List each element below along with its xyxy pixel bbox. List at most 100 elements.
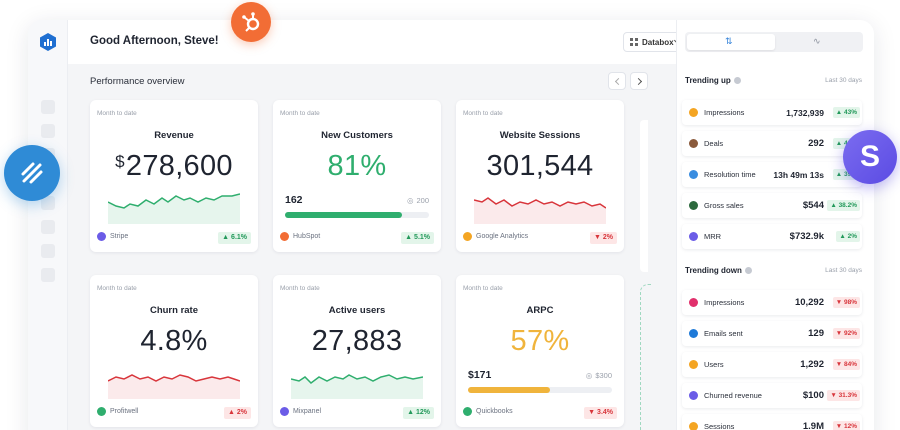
metric-value: $544	[802, 200, 824, 211]
change-badge: ▼ 98%	[832, 297, 860, 308]
progress-current: $171	[468, 369, 492, 381]
card-source: Profitwell	[97, 407, 138, 416]
card-subtitle: Month to date	[280, 110, 320, 117]
metric-value: $100	[802, 390, 824, 401]
trend-row[interactable]: Impressions 10,292 ▼ 98%	[682, 290, 862, 315]
metric-name: Impressions	[704, 108, 745, 117]
trending-up-title: Trending up	[685, 76, 741, 85]
stripe-logo-icon: S	[843, 130, 897, 184]
card-revenue[interactable]: Month to date Revenue $278,600 Stripe ▲ …	[90, 100, 258, 252]
trend-row[interactable]: Gross sales $544 ▲ 38.2%	[682, 193, 862, 218]
card-arpc[interactable]: Month to date ARPC 57% $171 ◎ $300 Quickb…	[456, 275, 624, 427]
stripe-icon	[97, 232, 106, 241]
revenue-sparkline	[108, 193, 240, 224]
goal-progress: $171 ◎ $300	[468, 369, 612, 393]
card-active-users[interactable]: Month to date Active users 27,883 Mixpan…	[273, 275, 441, 427]
chevron-right-icon	[634, 77, 642, 85]
metric-value: 1.9M	[802, 421, 824, 430]
databox-logo-icon[interactable]	[38, 32, 58, 52]
next-card-edge	[640, 120, 648, 272]
source-icon	[689, 139, 698, 148]
card-footer: HubSpot ▲ 5.1%	[280, 232, 434, 244]
trending-down-title: Trending down	[685, 266, 752, 275]
toggle-trends-tab[interactable]	[687, 34, 775, 50]
card-website-sessions[interactable]: Month to date Website Sessions 301,544 G…	[456, 100, 624, 252]
hubspot-icon	[280, 232, 289, 241]
metric-name: Users	[704, 360, 724, 369]
card-new-customers[interactable]: Month to date New Customers 81% 162 ◎ 200…	[273, 100, 441, 252]
rail-nav-item[interactable]	[41, 220, 55, 234]
trend-row[interactable]: MRR $732.9k ▲ 2%	[682, 224, 862, 249]
trend-row[interactable]: Churned revenue $100 ▼ 31.3%	[682, 383, 862, 408]
trend-row[interactable]: Resolution time 13h 49m 13s ▲ 39%	[682, 162, 862, 187]
mixpanel-icon	[280, 407, 289, 416]
change-badge: ▼ 3.4%	[584, 407, 617, 419]
profitwell-stripes-icon	[21, 162, 43, 184]
source-icon	[689, 391, 698, 400]
quickbooks-icon	[463, 407, 472, 416]
rail-nav-item[interactable]	[41, 196, 55, 210]
prev-button[interactable]	[608, 72, 626, 90]
card-title: Active users	[328, 305, 386, 316]
trend-row[interactable]: Users 1,292 ▼ 84%	[682, 352, 862, 377]
source-icon	[689, 329, 698, 338]
activity-icon[interactable]: ∿	[813, 36, 821, 46]
progress-fill	[468, 387, 551, 393]
trend-row[interactable]: Emails sent 129 ▼ 92%	[682, 321, 862, 346]
change-badge: ▲ 6.1%	[218, 232, 251, 244]
metric-name: Churned revenue	[704, 391, 762, 400]
trends-panel: ⇅ ∿ Trending up Last 30 days Impressions…	[676, 20, 874, 430]
info-icon[interactable]	[733, 77, 741, 84]
change-badge: ▲ 39%	[832, 169, 860, 180]
info-icon[interactable]	[744, 267, 752, 274]
left-rail	[28, 20, 68, 430]
card-footer: Mixpanel ▲ 12%	[280, 407, 434, 419]
metric-value: 1,292	[800, 359, 824, 370]
change-badge: ▲ 5.1%	[401, 232, 434, 244]
metric-name: Emails sent	[704, 329, 743, 338]
databox-select-label: Databox	[642, 37, 674, 47]
add-card-placeholder[interactable]	[640, 284, 652, 430]
source-icon	[689, 422, 698, 430]
trend-row[interactable]: Sessions 1.9M ▼ 12%	[682, 414, 862, 430]
card-footer: Profitwell ▲ 2%	[97, 407, 251, 419]
trending-up-period: Last 30 days	[825, 77, 862, 84]
source-label: Profitwell	[110, 408, 139, 415]
hubspot-sprocket-icon	[242, 12, 260, 32]
rail-nav-item[interactable]	[41, 244, 55, 258]
rail-nav-item[interactable]	[41, 268, 55, 282]
source-icon	[689, 108, 698, 117]
header: Good Afternoon, Steve! Databox	[68, 20, 687, 64]
card-value: 81%	[327, 150, 387, 182]
card-value: 301,544	[486, 150, 594, 182]
hubspot-logo-icon	[231, 2, 271, 42]
change-badge: ▲ 43%	[832, 107, 860, 118]
next-button[interactable]	[630, 72, 648, 90]
progress-target: ◎ 200	[406, 196, 429, 205]
card-subtitle: Month to date	[97, 285, 137, 292]
active-users-sparkline	[291, 374, 423, 399]
metric-name: Deals	[704, 139, 724, 148]
change-badge: ▲ 2%	[836, 231, 860, 242]
sessions-sparkline	[474, 197, 606, 224]
currency-symbol: $	[115, 152, 125, 171]
change-badge: ▼ 92%	[832, 328, 860, 339]
rail-nav-item[interactable]	[41, 100, 55, 114]
progress-current: 162	[285, 194, 303, 206]
source-label: Mixpanel	[293, 408, 322, 415]
card-title: Website Sessions	[499, 130, 581, 141]
databox-select[interactable]: Databox	[623, 32, 687, 52]
rail-nav-item[interactable]	[41, 124, 55, 138]
card-subtitle: Month to date	[280, 285, 320, 292]
goal-progress: 162 ◎ 200	[285, 194, 429, 218]
card-churn-rate[interactable]: Month to date Churn rate 4.8% Profitwell…	[90, 275, 258, 427]
card-value: $278,600	[90, 150, 258, 183]
change-badge: ▼ 2%	[590, 232, 617, 244]
change-badge: ▼ 31.3%	[827, 390, 860, 401]
metric-name: MRR	[704, 232, 722, 241]
metric-value: 292	[808, 138, 824, 149]
progress-track	[468, 387, 612, 393]
trend-row[interactable]: Impressions 1,732,939 ▲ 43%	[682, 100, 862, 125]
